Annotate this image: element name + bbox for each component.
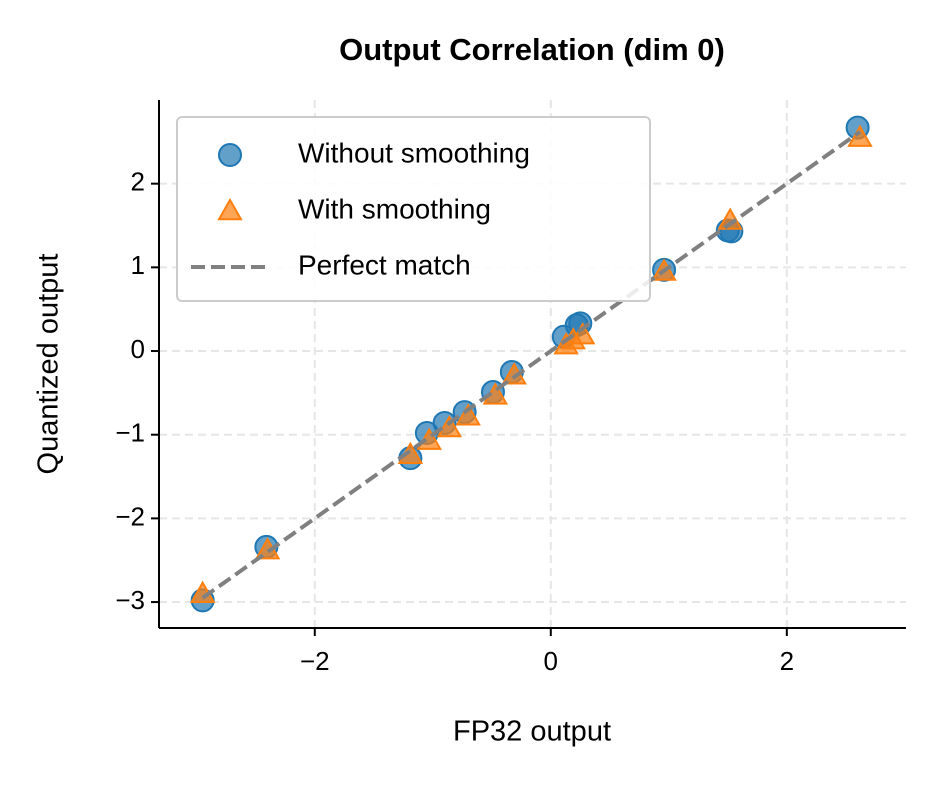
triangle-point [455,403,481,426]
reference-line [201,130,862,600]
x-tick-label: −2 [300,646,330,676]
triangle-point [436,414,463,438]
y-tick-label: 0 [131,334,145,364]
y-tick-label: −1 [115,418,145,448]
legend-box [176,116,651,302]
triangle-point [847,124,873,147]
legend-label: Perfect match [298,249,471,280]
y-tick-label: 1 [131,250,145,280]
legend-marker [218,143,242,167]
x-tick-label: 2 [780,646,794,676]
y-tick-label: 2 [131,167,145,197]
x-tick-label: 0 [544,646,558,676]
y-axis-label: Quantized output [33,254,65,475]
legend-label: With smoothing [298,193,491,224]
legend-marker [217,197,243,221]
legend-label: Without smoothing [298,137,530,168]
y-tick-label: −2 [115,501,145,531]
legend: Without smoothing With smoothing Perfect m… [176,116,651,302]
chart-title: Output Correlation (dim 0) [339,32,725,67]
y-tick-label: −3 [115,585,145,615]
x-axis-label: FP32 output [453,716,611,748]
